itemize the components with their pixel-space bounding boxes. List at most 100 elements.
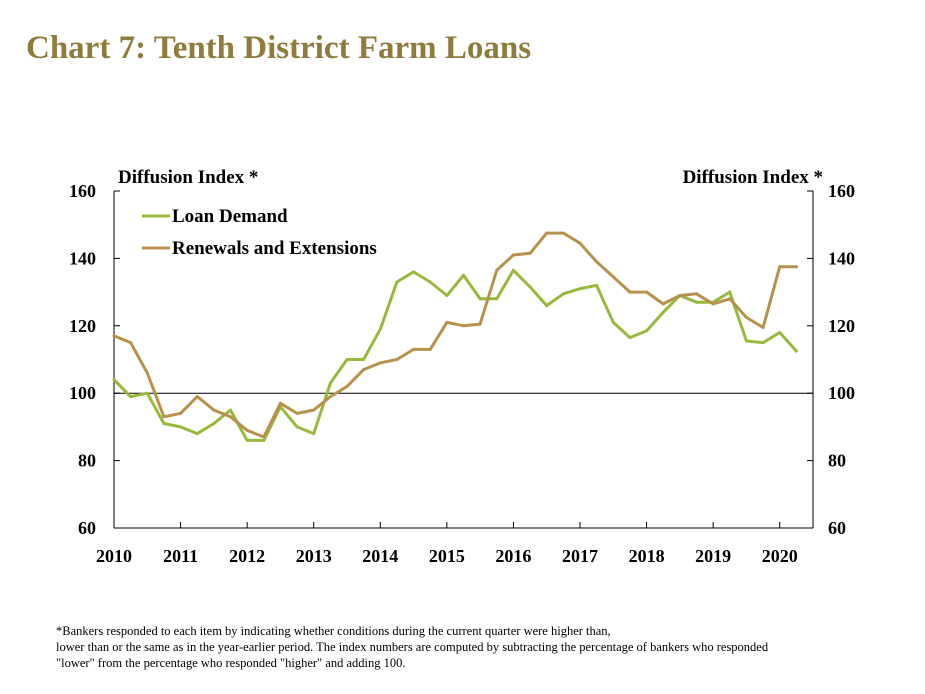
data-point bbox=[744, 339, 748, 343]
data-point bbox=[511, 253, 515, 257]
data-point bbox=[295, 411, 299, 415]
data-point bbox=[362, 368, 366, 372]
y-axis-label-left: Diffusion Index * bbox=[118, 167, 258, 188]
data-point bbox=[445, 320, 449, 324]
data-point bbox=[129, 341, 133, 345]
data-point bbox=[229, 408, 232, 412]
data-point bbox=[611, 320, 615, 324]
data-point bbox=[212, 422, 216, 425]
data-point bbox=[245, 438, 249, 442]
data-point bbox=[528, 251, 532, 255]
data-point bbox=[378, 327, 382, 331]
data-point bbox=[328, 395, 332, 399]
data-point bbox=[328, 381, 332, 385]
x-tick-label: 2011 bbox=[163, 546, 198, 566]
chart-title: Chart 7: Tenth District Farm Loans bbox=[26, 30, 532, 66]
data-point bbox=[561, 292, 565, 296]
data-point bbox=[728, 290, 732, 294]
data-point bbox=[744, 315, 748, 319]
footnote: *Bankers responded to each item by indic… bbox=[56, 623, 886, 671]
data-point bbox=[478, 322, 482, 326]
x-tick-label: 2019 bbox=[695, 546, 731, 566]
data-point bbox=[112, 334, 116, 338]
x-tick-label: 2017 bbox=[562, 546, 598, 566]
data-point bbox=[428, 280, 432, 284]
data-point bbox=[545, 304, 549, 308]
data-point bbox=[229, 415, 232, 419]
footnote-line-1: *Bankers responded to each item by indic… bbox=[56, 624, 611, 638]
legend-label-2: Renewals and Extensions bbox=[172, 238, 377, 259]
data-point bbox=[179, 411, 183, 415]
data-point bbox=[561, 231, 565, 235]
data-point bbox=[195, 395, 199, 399]
data-point bbox=[595, 260, 599, 264]
data-point bbox=[778, 265, 782, 269]
data-point bbox=[312, 408, 316, 412]
data-point bbox=[445, 294, 449, 297]
data-point bbox=[711, 302, 715, 306]
data-point bbox=[145, 371, 149, 375]
data-point bbox=[112, 378, 116, 382]
data-point bbox=[145, 391, 149, 395]
data-point bbox=[794, 265, 798, 269]
legend-label-1: Loan Demand bbox=[172, 206, 288, 227]
data-point bbox=[162, 422, 166, 425]
data-point bbox=[245, 428, 249, 432]
data-point bbox=[395, 280, 399, 284]
x-tick-label: 2010 bbox=[96, 546, 132, 566]
data-point bbox=[728, 297, 732, 301]
y-tick-label-right: 160 bbox=[828, 181, 855, 201]
data-point bbox=[578, 287, 582, 291]
y-tick-label-left: 120 bbox=[69, 316, 96, 336]
y-tick-label-left: 100 bbox=[69, 383, 96, 403]
data-point bbox=[495, 297, 499, 301]
data-point bbox=[345, 385, 349, 388]
data-point bbox=[312, 432, 316, 436]
data-point bbox=[462, 273, 465, 277]
footnote-line-3: "lower" from the percentage who responde… bbox=[56, 656, 406, 670]
y-tick-label-left: 140 bbox=[69, 248, 96, 268]
data-point bbox=[611, 275, 615, 279]
data-point bbox=[129, 395, 133, 399]
y-tick-label-right: 140 bbox=[828, 248, 855, 268]
data-point bbox=[412, 347, 416, 351]
y-tick-label-left: 160 bbox=[69, 181, 96, 201]
series-line-1 bbox=[112, 268, 798, 442]
data-point bbox=[362, 358, 366, 361]
y-tick-label-right: 80 bbox=[828, 451, 846, 471]
data-point bbox=[428, 347, 432, 351]
data-point bbox=[695, 300, 698, 304]
y-axis-label-right: Diffusion Index * bbox=[683, 167, 823, 188]
x-tick-label: 2020 bbox=[762, 546, 798, 566]
y-tick-label-right: 100 bbox=[828, 383, 855, 403]
data-point bbox=[511, 268, 515, 272]
data-point bbox=[262, 435, 266, 439]
x-tick-label: 2018 bbox=[629, 546, 665, 566]
data-point bbox=[162, 415, 166, 419]
data-point bbox=[545, 231, 549, 235]
data-point bbox=[628, 290, 632, 294]
data-point bbox=[179, 425, 183, 429]
y-tick-label-left: 60 bbox=[78, 518, 96, 538]
data-point bbox=[761, 341, 765, 345]
tick-labels: 60 60 80 80 100 100 120 120 140 140 160 160 2010 2011… bbox=[69, 181, 855, 566]
data-point bbox=[462, 324, 465, 328]
data-point bbox=[794, 349, 798, 353]
data-point bbox=[295, 425, 299, 429]
x-tick-label: 2015 bbox=[429, 546, 465, 566]
y-tick-label-left: 80 bbox=[78, 451, 96, 471]
data-point bbox=[645, 329, 649, 333]
data-point bbox=[262, 438, 266, 442]
data-point bbox=[495, 268, 499, 272]
data-point bbox=[645, 290, 649, 294]
legend: Loan Demand Renewals and Extensions bbox=[142, 206, 377, 259]
data-point bbox=[212, 408, 216, 412]
x-tick-label: 2016 bbox=[495, 546, 531, 566]
data-point bbox=[278, 401, 282, 405]
data-point bbox=[395, 358, 399, 361]
y-tick-label-right: 60 bbox=[828, 518, 846, 538]
data-point bbox=[378, 361, 382, 365]
data-point bbox=[661, 302, 665, 306]
x-tick-label: 2014 bbox=[362, 546, 398, 566]
data-point bbox=[528, 285, 532, 289]
